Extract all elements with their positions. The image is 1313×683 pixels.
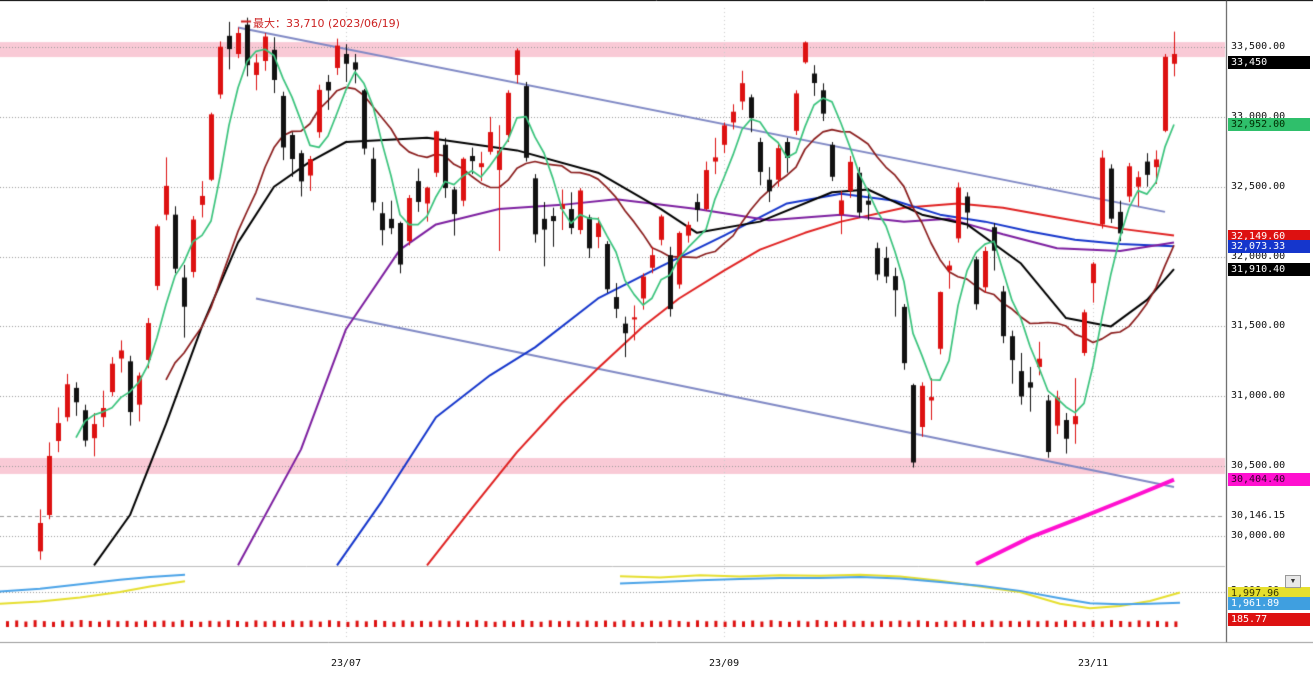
y-axis-label: 32,000.00 — [1230, 250, 1287, 262]
x-axis-label: 23/11 — [1078, 658, 1109, 669]
last-price-badge: 33,450 — [1228, 55, 1310, 69]
ma-black-badge: 31,910.40 — [1228, 263, 1310, 277]
y-axis-level-label: 30,146.15 — [1230, 509, 1287, 521]
y-axis-label: 33,500.00 — [1230, 41, 1287, 52]
ma-green-badge: 32,952.00 — [1228, 117, 1310, 131]
y-axis-label: 33,000.00 — [1230, 110, 1287, 122]
y-axis-label: 31,500.00 — [1230, 320, 1287, 332]
max-price-annotation: 最大：33,710 (2023/06/19) — [253, 17, 400, 30]
panel-blue-badge: 1,961.89 — [1228, 596, 1310, 610]
ma-magenta-badge: 30,404.40 — [1228, 473, 1310, 487]
x-axis-label: 23/09 — [709, 658, 740, 669]
ma-red-badge: 32,149.60 — [1228, 229, 1310, 243]
x-axis-label: 23/07 — [331, 658, 362, 669]
y-axis-label: 31,000.00 — [1230, 390, 1287, 402]
ma-blue-badge: 32,073.33 — [1228, 240, 1310, 254]
y-axis-label: 30,000.00 — [1230, 529, 1287, 541]
chevron-down-icon: ▼ — [1289, 577, 1297, 585]
panel-yellow-badge: 1,997.96 — [1228, 586, 1310, 600]
y-axis-label: 32,500.00 — [1230, 180, 1287, 192]
panel-red-badge: 185.77 — [1228, 613, 1310, 626]
y-axis-label: 30,500.00 — [1230, 460, 1287, 472]
panel-dropdown-button[interactable]: ▼ — [1285, 575, 1301, 588]
